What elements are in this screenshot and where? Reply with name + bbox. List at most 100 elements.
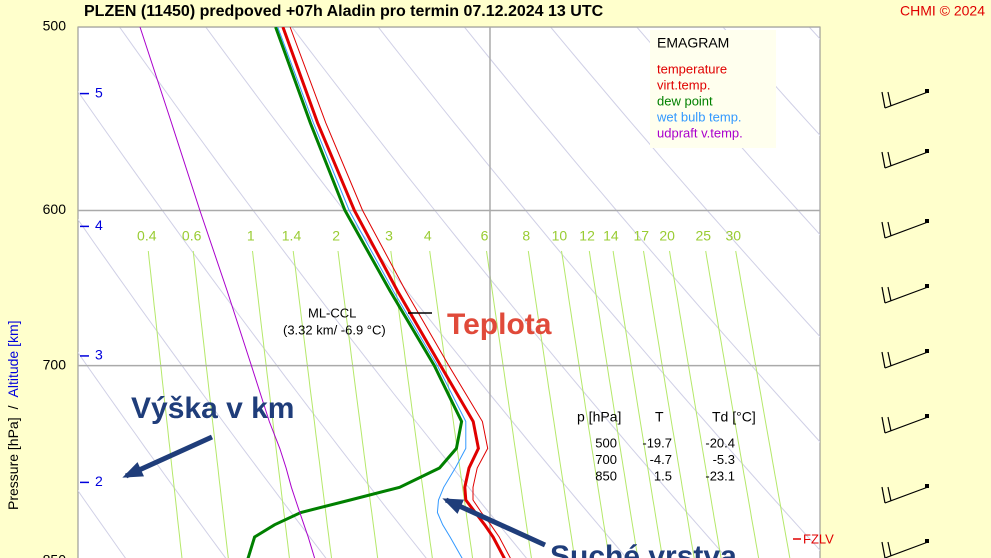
mixing-ratio-line xyxy=(292,250,333,558)
table-cell: -5.3 xyxy=(713,452,735,467)
wind-barb-feather xyxy=(887,541,892,557)
dry-adiabat xyxy=(118,27,527,558)
legend-entry: wet bulb temp. xyxy=(656,109,742,124)
y-tick-label: 700 xyxy=(43,356,67,372)
table-cell: 500 xyxy=(595,435,617,450)
dry-adiabat xyxy=(722,27,820,137)
dry-adiabat xyxy=(291,27,728,558)
vyska-label: Výška v km xyxy=(131,392,294,425)
mixing-ratio-label: 12 xyxy=(579,228,595,244)
y-tick-label: 850 xyxy=(43,552,67,558)
wind-barb-feather xyxy=(887,91,892,107)
wind-barb-feather xyxy=(881,416,886,434)
dry-adiabat xyxy=(78,351,227,558)
legend-entry: udpraft v.temp. xyxy=(657,125,743,140)
mixing-ratio-label: 0.6 xyxy=(182,228,202,244)
arrow-head xyxy=(122,462,144,478)
mixing-ratio-label: 20 xyxy=(659,228,675,244)
legend-title: EMAGRAM xyxy=(657,35,729,51)
mixing-ratio-line xyxy=(643,250,695,558)
wind-barb-feather xyxy=(881,221,886,239)
legend-entry: dew point xyxy=(657,93,713,108)
table-header: T xyxy=(655,409,664,425)
y2-tick-label: 4 xyxy=(95,217,103,233)
mixing-ratio-line xyxy=(561,250,610,558)
wind-barb-feather xyxy=(881,286,886,304)
y-label-separator: / xyxy=(5,405,21,409)
y2-tick-label: 3 xyxy=(95,347,103,363)
dry-adiabat xyxy=(78,90,427,558)
legend-box xyxy=(650,30,776,148)
legend-entry: virt.temp. xyxy=(657,77,710,92)
dry-adiabat xyxy=(205,27,628,558)
mixing-ratio-label: 30 xyxy=(726,228,742,244)
y-tick-label: 500 xyxy=(43,18,67,34)
dry-adiabat xyxy=(549,27,820,338)
wind-barb-dot xyxy=(925,284,929,288)
wind-barb-feather xyxy=(887,486,892,502)
wind-barb-dot xyxy=(925,349,929,353)
mixing-ratio-line xyxy=(429,250,474,558)
y-axis-title: Pressure [hPa] / Altitude [km] xyxy=(5,320,21,510)
mixing-ratio-label: 3 xyxy=(385,228,393,244)
fzlv-label: FZLV xyxy=(803,531,834,546)
wind-barb-feather xyxy=(881,151,886,169)
ccl-label: ML-CCL xyxy=(308,305,356,320)
wind-barb-feather xyxy=(881,91,886,109)
arrow-shaft xyxy=(444,497,547,548)
mixing-ratio-label: 14 xyxy=(603,228,619,244)
mixing-ratio-label: 1 xyxy=(247,228,255,244)
mixing-ratio-label: 8 xyxy=(522,228,530,244)
dry-adiabat xyxy=(943,0,991,558)
wind-barb xyxy=(884,221,929,239)
dry-adiabat xyxy=(78,489,126,558)
mixing-ratio-label: 2 xyxy=(332,228,340,244)
table-cell: -4.7 xyxy=(650,452,672,467)
mixing-ratio-line xyxy=(486,250,532,558)
wind-barb-feather xyxy=(881,486,886,504)
table-cell: -19.7 xyxy=(642,435,672,450)
wind-barb xyxy=(884,486,929,504)
wind-barb xyxy=(884,286,929,304)
mixing-ratio-line xyxy=(192,250,229,558)
dry-adiabat xyxy=(78,218,327,558)
mixing-ratio-line xyxy=(147,250,183,558)
wind-barb xyxy=(884,541,929,558)
table-cell: 1.5 xyxy=(654,468,672,483)
wind-barb-dot xyxy=(925,539,929,543)
mixing-ratio-label: 25 xyxy=(696,228,712,244)
mixing-ratio-line xyxy=(588,250,639,558)
ccl-detail: (3.32 km/ -6.9 °C) xyxy=(283,322,386,337)
mixing-ratio-line xyxy=(527,250,576,558)
y2-label: Altitude [km] xyxy=(5,320,21,397)
wind-barb-feather xyxy=(881,351,886,369)
y2-tick-label: 5 xyxy=(95,84,103,100)
mixing-ratio-line xyxy=(669,250,722,558)
wind-barb-dot xyxy=(925,484,929,488)
chart-title: PLZEN (11450) predpoved +07h Aladin pro … xyxy=(84,3,604,20)
wind-barb-feather xyxy=(887,351,892,367)
teplota-label: Teplota xyxy=(447,308,552,341)
sucha-label: Suché vrstva xyxy=(550,540,737,558)
wind-barb xyxy=(884,351,929,369)
series-line xyxy=(289,27,511,558)
mixing-ratio-label: 1.4 xyxy=(282,228,302,244)
wind-barb-feather xyxy=(887,286,892,302)
y-tick-label: 600 xyxy=(43,201,67,217)
mixing-ratio-label: 0.4 xyxy=(137,228,157,244)
wind-barb-dot xyxy=(925,219,929,223)
table-header: p [hPa] xyxy=(577,409,621,425)
wind-barb xyxy=(884,151,929,169)
mixing-ratio-label: 6 xyxy=(481,228,489,244)
mixing-ratio-line xyxy=(735,250,791,558)
wind-barb-dot xyxy=(925,149,929,153)
series-line xyxy=(281,27,506,558)
series-line xyxy=(139,27,316,558)
credit: CHMI © 2024 xyxy=(900,3,985,19)
table-cell: 850 xyxy=(595,468,617,483)
mixing-ratio-line xyxy=(612,250,663,558)
mixing-ratio-line xyxy=(705,250,760,558)
wind-barb-feather xyxy=(887,151,892,167)
